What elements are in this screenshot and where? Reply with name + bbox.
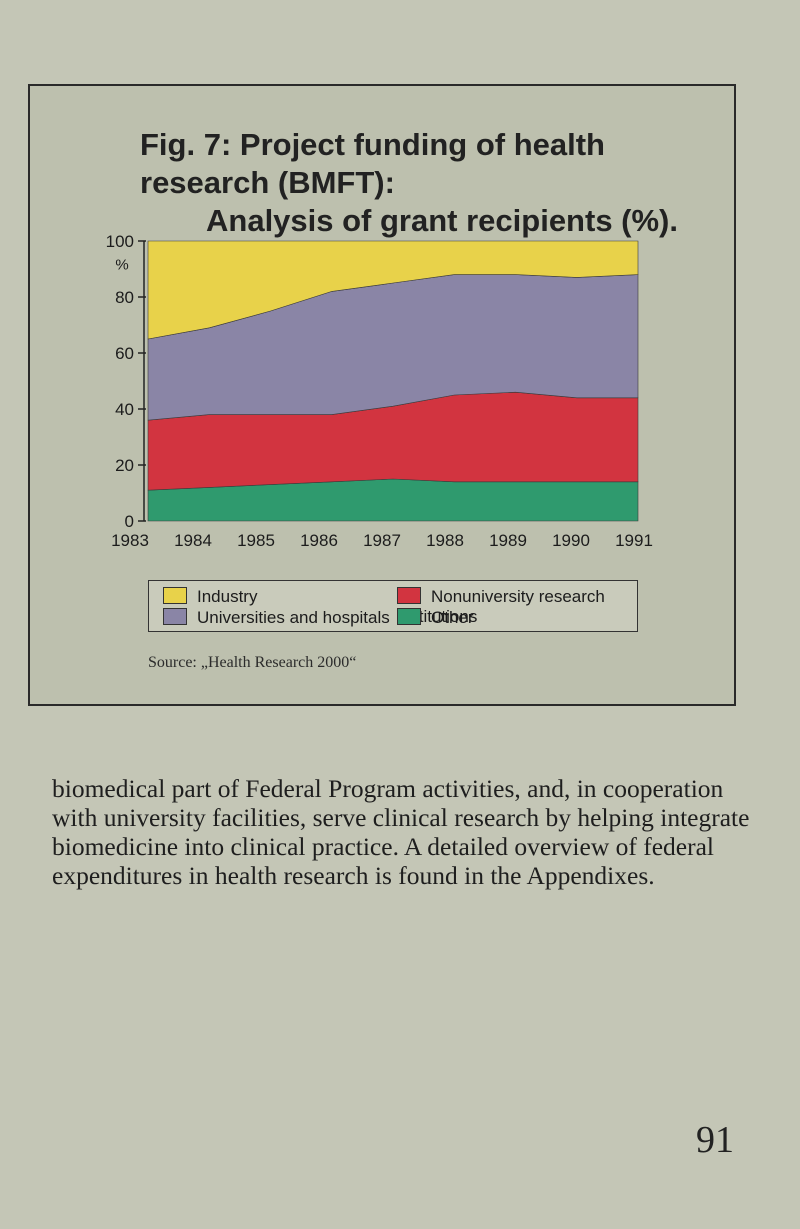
figure-frame: Fig. 7: Project funding of health resear… xyxy=(28,84,736,706)
legend-item-universities: Universities and hospitals xyxy=(163,608,390,628)
legend-swatch-other xyxy=(397,608,421,625)
legend-label-universities: Universities and hospitals xyxy=(197,608,390,627)
x-tick-label-1983: 1983 xyxy=(111,531,149,550)
y-axis-unit: % xyxy=(115,256,128,273)
y-tick-label-40: 40 xyxy=(115,400,134,419)
y-tick-label-20: 20 xyxy=(115,456,134,475)
figure-title: Fig. 7: Project funding of health resear… xyxy=(140,126,700,240)
figure-title-line-2: Analysis of grant recipients (%). xyxy=(206,203,678,238)
area-industry xyxy=(147,240,639,340)
x-tick-label-1991: 1991 xyxy=(615,531,653,550)
stacked-area-chart: 0 20 40 60 80 100% 1983 1984 1985 1986 1987 1988 198… xyxy=(106,232,653,550)
y-tick-label-100: 100 xyxy=(106,232,134,251)
y-tick-label-60: 60 xyxy=(115,344,134,363)
x-tick-label-1985: 1985 xyxy=(237,531,275,550)
legend-label-industry: Industry xyxy=(197,587,258,606)
x-tick-label-1989: 1989 xyxy=(489,531,527,550)
legend-item-other: Other xyxy=(397,608,474,628)
legend: Industry Nonuniversity research institut… xyxy=(148,580,638,632)
x-tick-label-1987: 1987 xyxy=(363,531,401,550)
legend-swatch-nonuniversity xyxy=(397,587,421,604)
legend-swatch-industry xyxy=(163,587,187,604)
legend-swatch-universities xyxy=(163,608,187,625)
legend-item-industry: Industry xyxy=(163,587,257,607)
x-tick-label-1984: 1984 xyxy=(174,531,212,550)
y-tick-label-80: 80 xyxy=(115,288,134,307)
figure-title-line-1: Fig. 7: Project funding of health resear… xyxy=(140,127,605,200)
legend-label-other: Other xyxy=(431,608,474,627)
x-tick-label-1986: 1986 xyxy=(300,531,338,550)
page-number: 91 xyxy=(696,1119,734,1161)
x-tick-label-1988: 1988 xyxy=(426,531,464,550)
figure-source: Source: „Health Research 2000“ xyxy=(148,654,357,671)
x-tick-label-1990: 1990 xyxy=(552,531,590,550)
body-paragraph: biomedical part of Federal Program activ… xyxy=(52,774,750,890)
y-tick-label-0: 0 xyxy=(125,512,134,531)
